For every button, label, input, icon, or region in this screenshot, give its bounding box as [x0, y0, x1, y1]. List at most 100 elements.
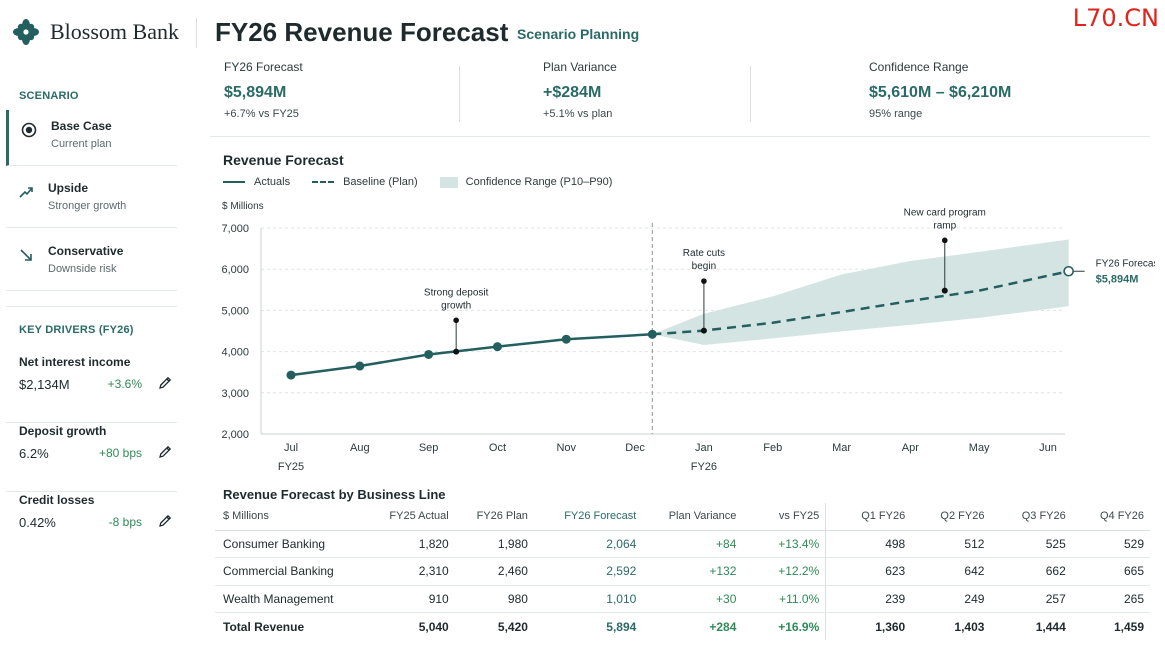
cell: 2,592 — [533, 557, 643, 586]
kpi-divider — [459, 66, 460, 122]
col-header: Q2 FY26 — [911, 503, 991, 531]
kpi-divider — [750, 66, 751, 122]
kpi-sub: 95% range — [869, 108, 923, 120]
table-row[interactable]: Wealth Management 910 980 1,010 +30 +11.… — [215, 585, 1150, 613]
cell: +132 — [642, 557, 743, 586]
legend-confidence[interactable]: Confidence Range (P10–P90) — [439, 176, 612, 188]
cell: 662 — [990, 557, 1072, 586]
cell: 498 — [825, 530, 912, 558]
kpi-divider-bottom — [210, 136, 1150, 137]
page-title: FY26 Revenue Forecast — [215, 17, 509, 47]
x-tick-label: Mar — [832, 442, 851, 454]
kpi-value: +$284M — [543, 84, 602, 101]
annotation-anchor — [453, 348, 460, 355]
cell: 265 — [1071, 585, 1150, 613]
cell: 980 — [454, 585, 534, 613]
sidebar: SCENARIO Base Case Current plan Upside S… — [0, 60, 190, 651]
x-tick-label: Aug — [350, 442, 370, 454]
key-drivers-label: KEY DRIVERS (FY26) — [19, 324, 134, 336]
brand[interactable]: Blossom Bank — [12, 18, 179, 46]
edit-pencil-icon[interactable] — [157, 375, 173, 391]
cell: 5,040 — [418, 619, 449, 634]
cell: 623 — [825, 557, 912, 586]
driver-delta: +3.6% — [107, 377, 142, 391]
driver-delta: -8 bps — [108, 515, 142, 529]
kpi-value: $5,894M — [224, 84, 287, 101]
actuals-point — [424, 349, 434, 359]
cell: 1,459 — [1113, 619, 1144, 634]
header-divider — [196, 18, 197, 48]
table-total-row[interactable]: Total Revenue 5,040 5,420 5,894 +284 +16… — [215, 612, 1150, 640]
cell: 1,820 — [371, 530, 455, 558]
radio-selected-icon — [21, 122, 37, 138]
actuals-point — [492, 342, 502, 352]
col-header: Plan Variance — [642, 503, 743, 531]
actuals-point — [355, 361, 365, 371]
kpi-plan-variance: Plan Variance +$284M +5.1% vs plan — [543, 60, 617, 126]
kpi-sub: +6.7% vs FY25 — [224, 108, 299, 120]
scenario-base-case[interactable]: Base Case Current plan — [6, 110, 177, 166]
y-tick-label: 5,000 — [221, 305, 249, 317]
trend-up-icon — [19, 187, 33, 198]
x-tick-label: Apr — [902, 442, 919, 454]
x-tick-label: Jun — [1039, 442, 1057, 454]
annotation-anchor — [700, 327, 707, 334]
annotation-label: Rate cuts — [683, 248, 725, 259]
kpi-confidence-range: Confidence Range $5,610M – $6,210M 95% r… — [869, 60, 1011, 126]
col-header: Q3 FY26 — [990, 503, 1072, 531]
col-header: FY25 Actual — [371, 503, 455, 531]
cell: 249 — [911, 585, 991, 613]
chart-title: Revenue Forecast — [223, 152, 344, 168]
cell: 642 — [911, 557, 991, 586]
cell: 257 — [990, 585, 1072, 613]
actuals-point — [286, 370, 296, 380]
scenario-upside[interactable]: Upside Stronger growth — [6, 172, 177, 228]
annotation-label: growth — [441, 300, 471, 311]
edit-pencil-icon[interactable] — [157, 513, 173, 529]
edit-pencil-icon[interactable] — [157, 444, 173, 460]
cell: 1,980 — [454, 530, 534, 558]
col-header: FY26 Plan — [454, 503, 534, 531]
x-tick-label: Jan — [695, 442, 713, 454]
legend-baseline[interactable]: Baseline (Plan) — [312, 176, 418, 188]
page-subtitle: Scenario Planning — [517, 26, 640, 42]
cell: 1,403 — [954, 619, 985, 634]
col-header: vs FY25 — [742, 503, 826, 531]
y-axis-label: $ Millions — [222, 201, 264, 212]
cell: 665 — [1071, 557, 1150, 586]
cell: 5,894 — [606, 619, 637, 634]
driver-value: $2,134M — [19, 377, 70, 392]
driver-credit-losses: Credit losses 0.42% -8 bps — [6, 493, 177, 561]
y-tick-label: 3,000 — [221, 388, 249, 400]
table-title: Revenue Forecast by Business Line — [223, 487, 446, 502]
legend-actuals[interactable]: Actuals — [223, 176, 290, 188]
scenario-conservative[interactable]: Conservative Downside risk — [6, 235, 177, 291]
table-row[interactable]: Consumer Banking 1,820 1,980 2,064 +84 +… — [215, 530, 1150, 558]
annotation-dot — [701, 278, 707, 284]
cell: +30 — [642, 585, 743, 613]
cell: 1,010 — [533, 585, 643, 613]
driver-name: Deposit growth — [19, 424, 107, 438]
driver-net-interest-income: Net interest income $2,134M +3.6% — [6, 355, 177, 423]
blossom-logo-icon — [13, 19, 39, 45]
chart-legend: Actuals Baseline (Plan) Confidence Range… — [223, 176, 634, 188]
x-tick-label: Feb — [763, 442, 782, 454]
table-row[interactable]: Commercial Banking 2,310 2,460 2,592 +13… — [215, 557, 1150, 586]
scenario-name: Upside — [48, 181, 89, 195]
x-tick-label: Sep — [419, 442, 439, 454]
actuals-point — [561, 334, 571, 344]
cell: Total Revenue — [223, 619, 305, 634]
cell: 2,310 — [371, 557, 455, 586]
cell: +16.9% — [778, 619, 820, 634]
legend-swatch-band — [439, 176, 458, 188]
cell: 5,420 — [497, 619, 528, 634]
scenario-desc: Stronger growth — [48, 200, 127, 212]
y-tick-label: 2,000 — [221, 429, 249, 441]
cell: +84 — [642, 530, 743, 558]
y-tick-label: 4,000 — [221, 347, 249, 359]
cell: Commercial Banking — [215, 557, 372, 586]
annotation-label: Strong deposit — [424, 287, 489, 298]
driver-name: Credit losses — [19, 493, 95, 507]
cell: Consumer Banking — [215, 530, 372, 558]
legend-swatch-solid — [223, 181, 245, 183]
